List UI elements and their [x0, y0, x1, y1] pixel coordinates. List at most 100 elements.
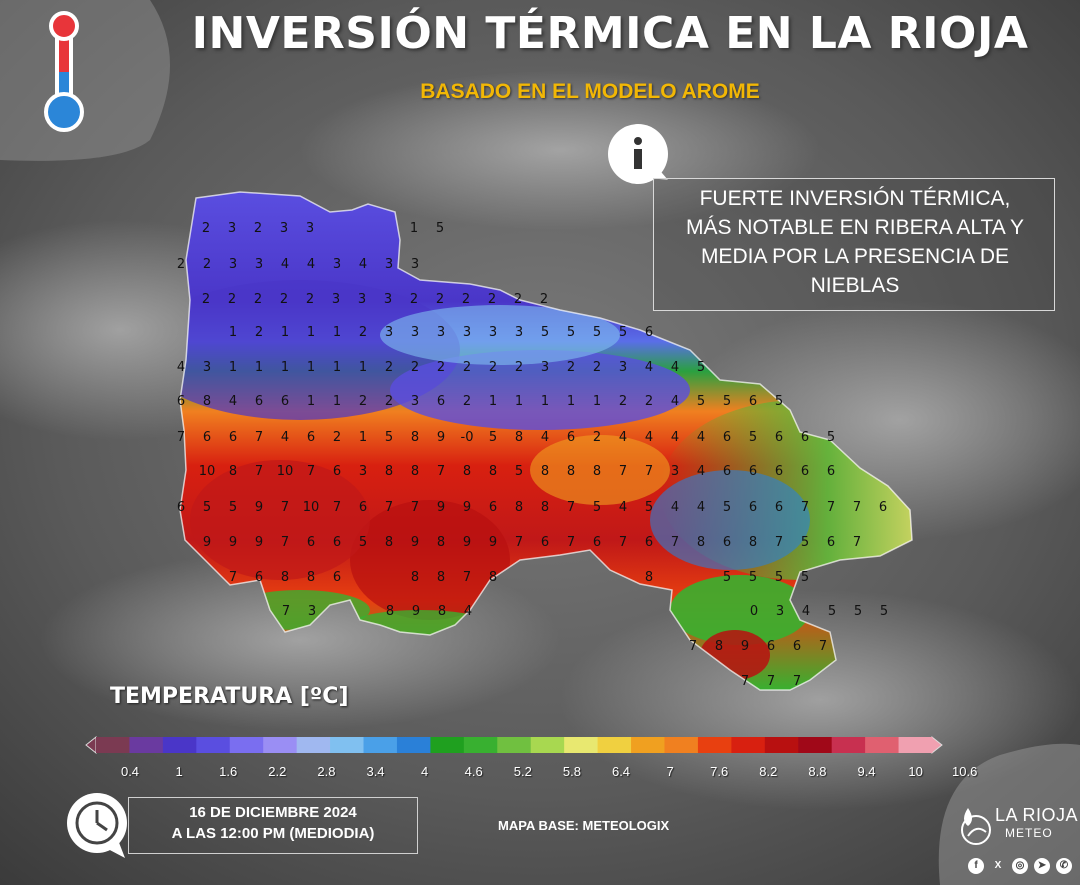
map-value: 3 [411, 325, 419, 340]
map-value: 6 [723, 430, 731, 445]
map-value: 8 [385, 535, 393, 550]
map-value: 2 [489, 360, 497, 375]
date-line-2: A LAS 12:00 PM (MEDIODIA) [171, 825, 375, 842]
x-icon[interactable]: X [994, 860, 1002, 871]
legend-tick-label: 8.8 [808, 764, 827, 779]
telegram-icon[interactable]: ➤ [1034, 858, 1050, 874]
map-value: 3 [359, 464, 367, 479]
color-bar-cell [831, 737, 866, 753]
map-value: 8 [645, 570, 653, 585]
map-value: 6 [307, 430, 315, 445]
map-value: 4 [177, 360, 185, 375]
map-value: 3 [541, 360, 549, 375]
color-bar-cell [631, 737, 665, 753]
map-value: 1 [281, 360, 289, 375]
map-value: 3 [333, 257, 341, 272]
map-value: 2 [333, 430, 341, 445]
info-icon [608, 124, 668, 184]
map-value: 6 [307, 535, 315, 550]
instagram-icon[interactable]: ◎ [1012, 858, 1028, 874]
legend-tick-label: 9.4 [857, 764, 876, 779]
map-value: 6 [541, 535, 549, 550]
color-bar-cell [129, 737, 164, 753]
map-value: 2 [255, 325, 263, 340]
map-value: 1 [333, 325, 341, 340]
color-bar-cell [330, 737, 365, 753]
map-value: 6 [437, 394, 445, 409]
map-value: 2 [436, 292, 444, 307]
map-value: 4 [645, 430, 653, 445]
map-value: 5 [619, 325, 627, 340]
map-value: 1 [307, 325, 315, 340]
map-value: 4 [671, 360, 679, 375]
map-value: 9 [255, 500, 263, 515]
map-value: 1 [229, 360, 237, 375]
map-value: 7 [645, 464, 653, 479]
facebook-icon[interactable]: f [968, 858, 984, 874]
map-value: 6 [333, 464, 341, 479]
map-value: 1 [567, 394, 575, 409]
map-value: 5 [489, 430, 497, 445]
map-value: 7 [333, 500, 341, 515]
map-value: 1 [359, 360, 367, 375]
map-value: 9 [437, 500, 445, 515]
map-value: 5 [229, 500, 237, 515]
map-value: 8 [515, 430, 523, 445]
map-value: 4 [697, 464, 705, 479]
map-value: 7 [853, 535, 861, 550]
whatsapp-icon[interactable]: ✆ [1056, 858, 1072, 874]
map-value: 6 [255, 394, 263, 409]
map-value: 8 [489, 570, 497, 585]
map-value: 8 [541, 464, 549, 479]
map-value: 5 [828, 604, 836, 619]
map-value: 2 [593, 430, 601, 445]
info-line: MÁS NOTABLE EN RIBERA ALTA Y [685, 216, 1025, 239]
map-value: 7 [741, 674, 749, 689]
map-value: 9 [463, 500, 471, 515]
map-value: 1 [229, 325, 237, 340]
map-value: 5 [645, 500, 653, 515]
map-value: 4 [671, 500, 679, 515]
map-value: 7 [775, 535, 783, 550]
map-value: 4 [359, 257, 367, 272]
legend-tick-label: 1.6 [219, 764, 238, 779]
legend-tick-label: 7.6 [710, 764, 729, 779]
map-value: 2 [515, 360, 523, 375]
map-value: 4 [619, 430, 627, 445]
legend-tick-label: 4 [420, 764, 429, 779]
map-value: 3 [332, 292, 340, 307]
map-value: 7 [307, 464, 315, 479]
map-value: 9 [412, 604, 420, 619]
map-value: 8 [593, 464, 601, 479]
color-bar-cell [597, 737, 632, 753]
map-value: 7 [437, 464, 445, 479]
map-value: 3 [385, 325, 393, 340]
map-value: 2 [254, 221, 262, 236]
map-value: 2 [462, 292, 470, 307]
map-value: 5 [697, 360, 705, 375]
map-value: 3 [358, 292, 366, 307]
map-value: 8 [203, 394, 211, 409]
map-value: 2 [411, 360, 419, 375]
map-value: 1 [333, 360, 341, 375]
map-value: 7 [229, 570, 237, 585]
thermometer-icon [44, 11, 84, 132]
map-value: 5 [359, 535, 367, 550]
map-value: 3 [228, 221, 236, 236]
map-value: 8 [438, 604, 446, 619]
map-value: 7 [827, 500, 835, 515]
map-value: 3 [384, 292, 392, 307]
map-value: 5 [723, 500, 731, 515]
map-value: 6 [281, 394, 289, 409]
la-rioja-meteo-logo [961, 808, 991, 845]
map-value: 10 [199, 464, 216, 479]
map-value: 6 [827, 464, 835, 479]
map-value: 7 [515, 535, 523, 550]
map-value: 5 [801, 570, 809, 585]
map-value: 6 [879, 500, 887, 515]
date-box [128, 797, 418, 854]
map-value: 4 [307, 257, 315, 272]
map-value: 6 [333, 535, 341, 550]
map-value: 8 [749, 535, 757, 550]
map-value: 7 [177, 430, 185, 445]
